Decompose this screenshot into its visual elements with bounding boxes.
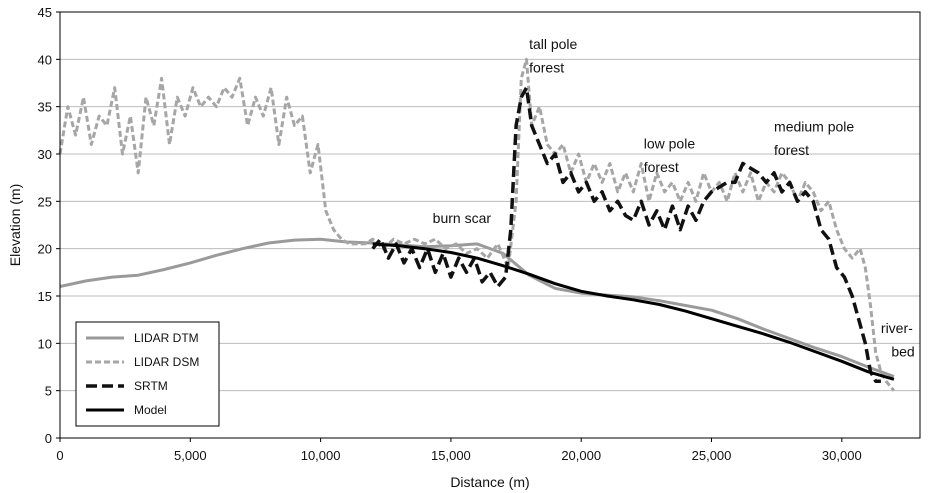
legend: LIDAR DTM LIDAR DSM SRTM Model: [75, 321, 220, 427]
annotation: forest: [529, 60, 564, 76]
x-tick-label: 10,000: [301, 448, 341, 463]
x-axis: 0 5,000 10,000 15,000 20,000 25,000 30,000: [56, 438, 862, 463]
y-tick-label: 45: [38, 5, 52, 20]
annotation: forest: [774, 142, 809, 158]
x-tick-label: 20,000: [561, 448, 601, 463]
y-tick-label: 0: [45, 431, 52, 446]
annotation: tall pole: [529, 36, 577, 52]
x-tick-label: 30,000: [822, 448, 862, 463]
legend-label: LIDAR DTM: [134, 331, 199, 345]
x-tick-label: 25,000: [692, 448, 732, 463]
plot-frame: [59, 11, 921, 439]
annotations: burn scar tall pole forest low pole forest me…: [433, 36, 915, 360]
series-line-srtm: [371, 85, 881, 383]
legend-label: LIDAR DSM: [134, 355, 199, 369]
y-tick-label: 30: [38, 147, 52, 162]
y-tick-label: 25: [38, 194, 52, 209]
y-tick-label: 10: [38, 336, 52, 351]
y-tick-label: 20: [38, 242, 52, 257]
y-tick-label: 5: [45, 384, 52, 399]
annotation: medium pole: [774, 118, 854, 134]
y-tick-label: 15: [38, 289, 52, 304]
x-tick-label: 15,000: [431, 448, 471, 463]
legend-label: SRTM: [134, 379, 168, 393]
y-tick-label: 35: [38, 100, 52, 115]
annotation: river-: [881, 320, 913, 336]
annotation: low pole: [644, 135, 696, 151]
y-axis: 0 5 10 15 20 25 30 35 40 45: [38, 5, 60, 446]
x-axis-title: Distance (m): [450, 474, 529, 490]
legend-label: Model: [134, 403, 167, 417]
series-line-model: [372, 242, 895, 381]
x-tick-label: 0: [56, 448, 63, 463]
x-tick-label: 5,000: [174, 448, 207, 463]
y-axis-title: Elevation (m): [7, 184, 23, 266]
series-layer: [58, 57, 896, 392]
series-line-lidar-dsm: [58, 57, 896, 392]
annotation: bed: [891, 344, 914, 360]
annotation: forest: [644, 159, 679, 175]
y-tick-label: 40: [38, 52, 52, 67]
series-line-lidar-dtm: [59, 237, 895, 378]
annotation: burn scar: [433, 210, 492, 226]
